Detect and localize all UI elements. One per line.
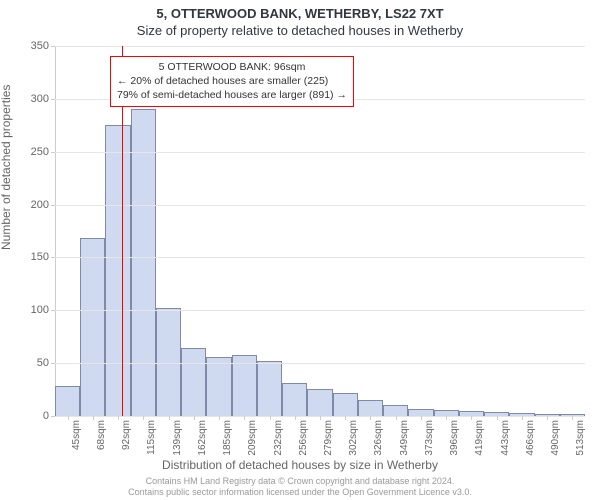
histogram-bar xyxy=(55,386,80,416)
y-tick-mark xyxy=(51,310,55,311)
x-tick-label: 45sqm xyxy=(71,420,82,450)
x-tick-label: 513sqm xyxy=(575,420,586,456)
histogram-bar xyxy=(383,405,408,416)
grid-line xyxy=(55,310,585,311)
y-tick-mark xyxy=(51,416,55,417)
x-tick-label: 139sqm xyxy=(172,420,183,456)
x-tick-label: 349sqm xyxy=(399,420,410,456)
x-tick-label: 443sqm xyxy=(500,420,511,456)
histogram-bar xyxy=(181,348,206,416)
x-tick-label: 209sqm xyxy=(247,420,258,456)
x-tick-label: 490sqm xyxy=(550,420,561,456)
x-tick-label: 419sqm xyxy=(474,420,485,456)
y-tick-label: 100 xyxy=(17,304,49,316)
y-tick-mark xyxy=(51,152,55,153)
histogram-bar xyxy=(408,409,433,416)
x-tick-mark xyxy=(244,416,245,420)
x-tick-label: 68sqm xyxy=(96,420,107,450)
x-tick-label: 373sqm xyxy=(424,420,435,456)
plot-area: 05010015020025030035045sqm68sqm92sqm115s… xyxy=(55,46,585,416)
x-tick-mark xyxy=(396,416,397,420)
info-line: 79% of semi-detached houses are larger (… xyxy=(117,88,347,102)
x-tick-mark xyxy=(572,416,573,420)
y-tick-label: 150 xyxy=(17,251,49,263)
info-line: 5 OTTERWOOD BANK: 96sqm xyxy=(117,60,347,74)
histogram-bar xyxy=(307,389,332,416)
y-tick-mark xyxy=(51,363,55,364)
chart-container: 5, OTTERWOOD BANK, WETHERBY, LS22 7XT Si… xyxy=(0,0,600,500)
histogram-bar xyxy=(333,393,358,416)
y-tick-mark xyxy=(51,99,55,100)
x-tick-label: 302sqm xyxy=(348,420,359,456)
x-tick-label: 92sqm xyxy=(121,420,132,450)
y-tick-label: 0 xyxy=(17,410,49,422)
y-tick-mark xyxy=(51,46,55,47)
chart-title-sub: Size of property relative to detached ho… xyxy=(0,21,600,38)
histogram-bar xyxy=(282,383,307,416)
grid-line xyxy=(55,46,585,47)
y-axis-title: Number of detached properties xyxy=(0,85,13,250)
histogram-bar xyxy=(206,357,231,416)
y-tick-label: 200 xyxy=(17,199,49,211)
x-tick-mark xyxy=(345,416,346,420)
x-tick-mark xyxy=(194,416,195,420)
grid-line xyxy=(55,205,585,206)
info-line: ← 20% of detached houses are smaller (22… xyxy=(117,74,347,88)
x-tick-label: 232sqm xyxy=(273,420,284,456)
y-tick-label: 50 xyxy=(17,357,49,369)
x-tick-label: 256sqm xyxy=(298,420,309,456)
x-tick-mark xyxy=(547,416,548,420)
grid-line xyxy=(55,257,585,258)
x-tick-mark xyxy=(320,416,321,420)
x-tick-label: 396sqm xyxy=(449,420,460,456)
histogram-bar xyxy=(257,361,282,416)
x-tick-mark xyxy=(143,416,144,420)
x-tick-label: 185sqm xyxy=(222,420,233,456)
x-tick-mark xyxy=(295,416,296,420)
x-tick-label: 326sqm xyxy=(373,420,384,456)
chart-footer: Contains HM Land Registry data © Crown c… xyxy=(0,476,600,499)
x-tick-mark xyxy=(370,416,371,420)
x-tick-mark xyxy=(169,416,170,420)
x-tick-label: 279sqm xyxy=(323,420,334,456)
x-tick-mark xyxy=(421,416,422,420)
x-tick-mark xyxy=(497,416,498,420)
x-axis-title: Distribution of detached houses by size … xyxy=(0,458,600,472)
y-tick-label: 250 xyxy=(17,146,49,158)
footer-line-1: Contains HM Land Registry data © Crown c… xyxy=(0,476,600,487)
x-tick-mark xyxy=(471,416,472,420)
x-tick-mark xyxy=(522,416,523,420)
x-tick-label: 115sqm xyxy=(146,420,157,455)
y-tick-mark xyxy=(51,205,55,206)
grid-line xyxy=(55,363,585,364)
grid-line xyxy=(55,152,585,153)
histogram-bar xyxy=(105,125,130,416)
x-tick-mark xyxy=(93,416,94,420)
y-tick-label: 300 xyxy=(17,93,49,105)
x-tick-mark xyxy=(118,416,119,420)
footer-line-2: Contains public sector information licen… xyxy=(0,487,600,498)
histogram-bar xyxy=(80,238,105,416)
histogram-bar xyxy=(156,308,181,416)
x-tick-mark xyxy=(270,416,271,420)
histogram-bar xyxy=(131,109,156,416)
y-tick-label: 350 xyxy=(17,40,49,52)
x-tick-label: 162sqm xyxy=(197,420,208,456)
histogram-bar xyxy=(358,400,383,416)
x-tick-mark xyxy=(446,416,447,420)
property-info-box: 5 OTTERWOOD BANK: 96sqm← 20% of detached… xyxy=(110,56,354,107)
x-tick-mark xyxy=(68,416,69,420)
x-tick-label: 466sqm xyxy=(525,420,536,456)
x-tick-mark xyxy=(219,416,220,420)
y-tick-mark xyxy=(51,257,55,258)
chart-title-main: 5, OTTERWOOD BANK, WETHERBY, LS22 7XT xyxy=(0,0,600,21)
